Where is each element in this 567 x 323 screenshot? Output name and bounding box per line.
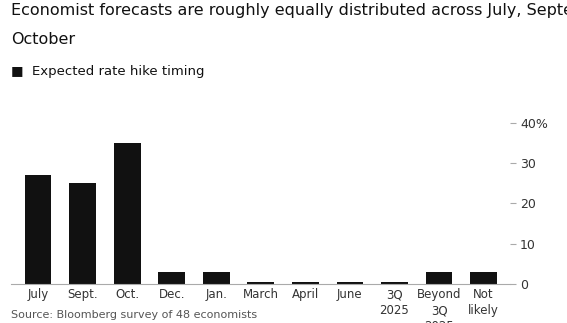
Bar xyxy=(69,183,96,284)
Text: ■  Expected rate hike timing: ■ Expected rate hike timing xyxy=(11,65,205,78)
Bar xyxy=(470,272,497,284)
Bar xyxy=(337,282,363,284)
Text: Source: Bloomberg survey of 48 economists: Source: Bloomberg survey of 48 economist… xyxy=(11,310,257,320)
Bar xyxy=(203,272,230,284)
Bar xyxy=(381,282,408,284)
Bar xyxy=(292,282,319,284)
Bar xyxy=(247,282,274,284)
Bar xyxy=(25,175,52,284)
Bar xyxy=(114,143,141,284)
Bar xyxy=(158,272,185,284)
Text: October: October xyxy=(11,32,75,47)
Bar xyxy=(426,272,452,284)
Text: Economist forecasts are roughly equally distributed across July, September,: Economist forecasts are roughly equally … xyxy=(11,3,567,18)
